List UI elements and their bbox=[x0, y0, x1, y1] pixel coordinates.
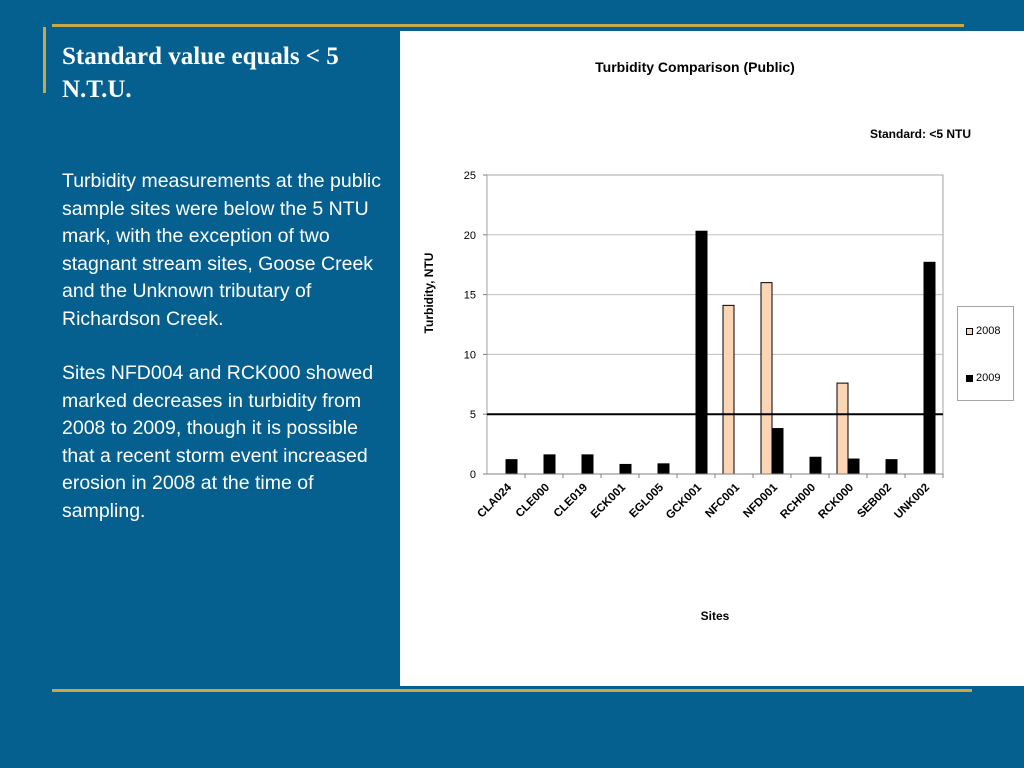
bar-2008-rck000 bbox=[836, 382, 849, 475]
bar-2009-seb002 bbox=[885, 459, 898, 475]
bar-2009-nfd001 bbox=[771, 428, 784, 475]
legend-label-2009: 2009 bbox=[976, 372, 1001, 384]
y-tick-label: 25 bbox=[464, 170, 476, 182]
x-tick-label-gck001: GCK001 bbox=[664, 481, 705, 522]
accent-rule-left bbox=[43, 27, 46, 93]
y-tick-label: 10 bbox=[464, 349, 476, 361]
x-tick-label-cla024: CLA024 bbox=[475, 481, 514, 520]
chart-legend: 2008 2009 bbox=[957, 306, 1014, 401]
bar-2009-egl005 bbox=[657, 463, 670, 475]
legend-swatch-2009 bbox=[966, 374, 973, 382]
chart-title: Turbidity Comparison (Public) bbox=[595, 59, 795, 75]
bar-2009-cla024 bbox=[505, 459, 518, 475]
bar-2009-rck000 bbox=[847, 458, 860, 475]
bar-2009-gck001 bbox=[695, 230, 708, 475]
accent-rule-top bbox=[52, 24, 964, 27]
x-tick-label-nfc001: NFC001 bbox=[703, 481, 742, 520]
legend-item-2008: 2008 bbox=[966, 325, 1000, 337]
turbidity-chart: Turbidity Comparison (Public) Standard: … bbox=[422, 59, 971, 623]
chart-panel: Turbidity Comparison (Public) Standard: … bbox=[400, 31, 1024, 686]
bar-2009-eck001 bbox=[619, 463, 632, 475]
y-axis-label: Turbidity, NTU bbox=[422, 253, 436, 334]
gridlines bbox=[487, 234, 943, 415]
bar-2009-cle000 bbox=[543, 454, 556, 475]
plot-area bbox=[486, 174, 944, 475]
bar-2009-unk002 bbox=[923, 261, 936, 475]
x-tick-label-rck000: RCK000 bbox=[816, 482, 856, 522]
x-tick-label-eck001: ECK001 bbox=[589, 481, 629, 521]
body-paragraph-1: Turbidity measurements at the public sam… bbox=[62, 170, 382, 330]
bar-2009-rch000 bbox=[809, 456, 822, 475]
x-tick-label-seb002: SEB002 bbox=[855, 482, 894, 521]
x-tick-label-nfd001: NFD001 bbox=[741, 481, 780, 520]
y-tick-label: 0 bbox=[470, 469, 476, 481]
accent-rule-bottom bbox=[52, 689, 972, 692]
slide-title: Standard value equals < 5 N.T.U. bbox=[62, 43, 339, 103]
x-tick-label-cle000: CLE000 bbox=[514, 482, 552, 520]
bar-2008-nfc001 bbox=[722, 304, 735, 475]
x-tick-label-unk002: UNK002 bbox=[892, 482, 932, 522]
y-tick-label: 15 bbox=[464, 290, 476, 302]
bar-2008-nfd001 bbox=[760, 282, 773, 475]
legend-item-2009: 2009 bbox=[966, 372, 1000, 384]
standard-annotation: Standard: <5 NTU bbox=[870, 127, 971, 141]
bars bbox=[505, 230, 936, 475]
x-tick-label-cle019: CLE019 bbox=[552, 482, 590, 520]
axes bbox=[483, 174, 944, 478]
legend-label-2008: 2008 bbox=[976, 325, 1001, 337]
y-tick-label: 5 bbox=[470, 409, 476, 421]
x-axis-label: Sites bbox=[701, 609, 730, 623]
x-tick-label-egl005: EGL005 bbox=[627, 481, 666, 520]
x-tick-label-rch000: RCH000 bbox=[778, 482, 818, 522]
body-paragraph-2: Sites NFD004 and RCK000 showed marked de… bbox=[62, 362, 374, 522]
y-tick-label: 20 bbox=[464, 230, 476, 242]
slide-body: Turbidity measurements at the public sam… bbox=[62, 168, 384, 552]
bar-2009-cle019 bbox=[581, 454, 594, 475]
legend-swatch-2008 bbox=[966, 327, 973, 335]
